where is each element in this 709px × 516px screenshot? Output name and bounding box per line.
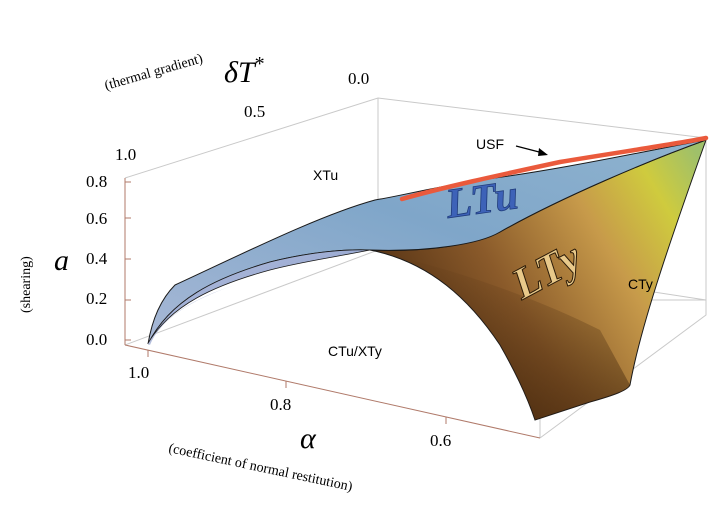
deltaT-tick-1: 0.5 [244,102,265,121]
a-tick-2: 0.4 [86,249,108,268]
region-cty: CTy [628,276,653,292]
a-description: (shearing) [19,256,34,313]
region-usf: USF [476,136,504,152]
alpha-description: (coefficient of normal restitution) [167,441,354,495]
alpha-tick-2: 0.6 [430,431,451,450]
usf-arrow [515,145,548,156]
alpha-axis: 1.0 0.8 0.6 α (coefficient of normal res… [128,363,451,495]
usf-curve [399,135,709,202]
deltaT-axis: (thermal gradient) δT* 0.0 0.5 1.0 [103,51,369,164]
deltaT-symbol: δT* [224,53,265,89]
region-ctu-xty: CTu/XTy [328,343,382,359]
ltu-front-sheet [147,249,371,345]
a-axis: (shearing) a 0.8 0.6 0.4 0.2 0.0 [19,172,108,349]
axis-lines [124,178,541,439]
a-tick-1: 0.6 [86,209,107,228]
deltaT-tick-2: 1.0 [115,145,136,164]
lty-shade [370,250,630,420]
a-tick-0: 0.8 [86,172,107,191]
ltu-label: LTu [442,172,521,228]
alpha-symbol: α [300,422,317,455]
a-tick-3: 0.2 [86,289,107,308]
deltaT-tick-0: 0.0 [348,69,369,88]
alpha-tick-1: 0.8 [270,395,291,414]
a-tick-4: 0.0 [86,330,107,349]
deltaT-description: (thermal gradient) [103,51,205,93]
region-xtu: XTu [313,167,338,183]
alpha-tick-0: 1.0 [128,363,149,382]
a-symbol: a [54,244,69,277]
